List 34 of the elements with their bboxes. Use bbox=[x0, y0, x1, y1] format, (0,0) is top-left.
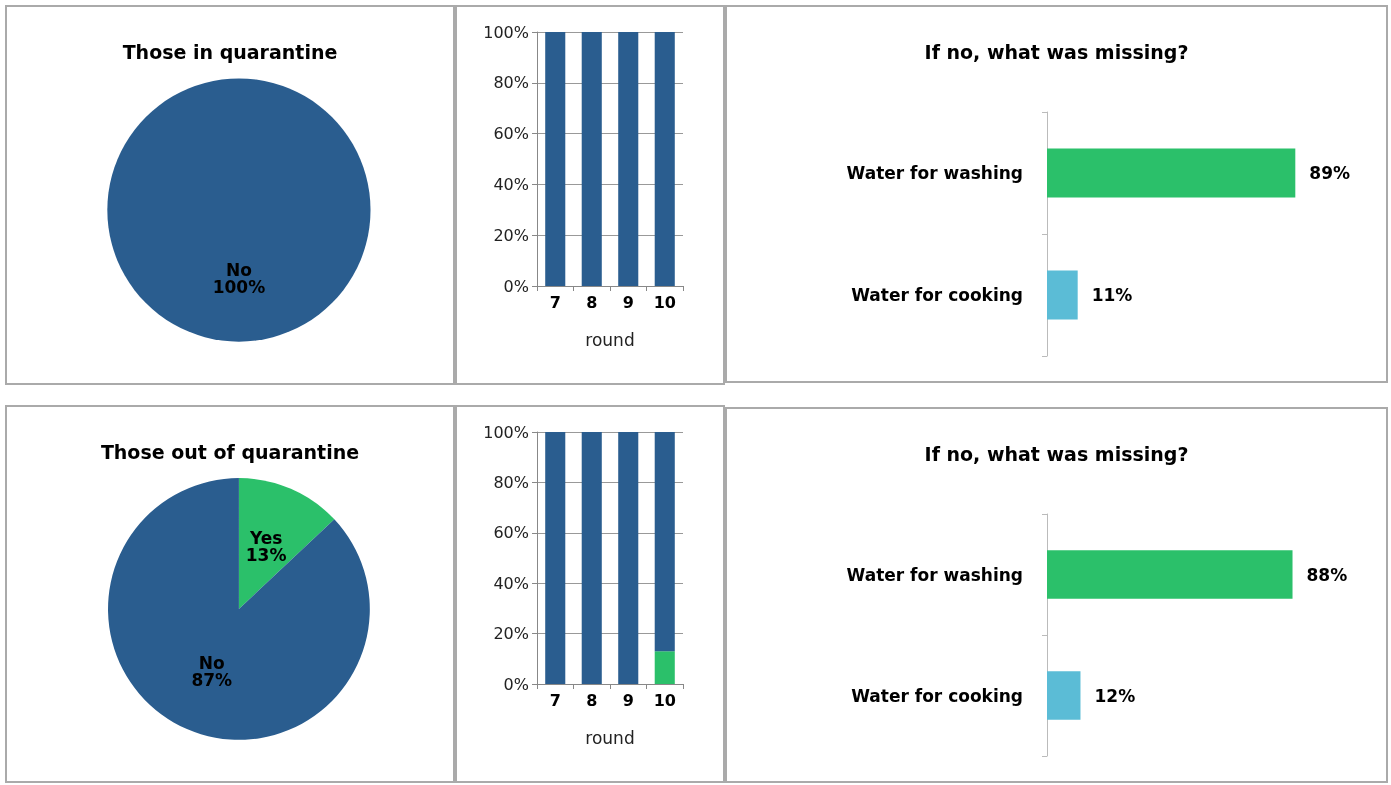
y-tick-label: 60% bbox=[493, 523, 529, 543]
chart-title: Those in quarantine bbox=[122, 40, 338, 63]
x-tick-label: 9 bbox=[622, 690, 634, 710]
y-tick-label: 40% bbox=[493, 573, 529, 593]
x-tick-label: 10 bbox=[653, 292, 676, 312]
y-tick-label: 40% bbox=[493, 174, 529, 194]
x-tick-label: 7 bbox=[549, 292, 561, 312]
y-tick-label: Water for cooking bbox=[851, 285, 1023, 305]
data-label: 89% bbox=[1309, 163, 1351, 183]
x-tick-label: 8 bbox=[586, 690, 598, 710]
y-tick-label: Water for cooking bbox=[851, 685, 1023, 706]
y-tick-label: 0% bbox=[503, 674, 529, 694]
y-tick-label: 20% bbox=[493, 624, 529, 644]
x-tick-label: 8 bbox=[586, 292, 598, 312]
x-axis-title: round bbox=[585, 329, 635, 350]
data-label: 12% bbox=[1094, 685, 1136, 706]
data-label: 88% bbox=[1306, 564, 1348, 585]
y-tick-label: 100% bbox=[483, 422, 529, 442]
x-tick-label: 9 bbox=[622, 292, 634, 312]
y-tick-label: Water for washing bbox=[846, 163, 1023, 183]
x-tick-label: 10 bbox=[653, 690, 676, 710]
data-label: 11% bbox=[1091, 285, 1133, 305]
y-tick-label: 0% bbox=[503, 276, 529, 296]
y-tick-label: 80% bbox=[493, 472, 529, 492]
y-tick-label: 60% bbox=[493, 124, 529, 144]
y-tick-label: Water for washing bbox=[846, 564, 1023, 585]
chart-title: Those out of quarantine bbox=[100, 440, 360, 463]
x-tick-label: 7 bbox=[549, 690, 561, 710]
y-tick-label: 100% bbox=[483, 22, 529, 42]
x-axis-title: round bbox=[585, 727, 635, 748]
y-tick-label: 80% bbox=[493, 73, 529, 93]
chart-title: If no, what was missing? bbox=[924, 442, 1189, 465]
y-tick-label: 20% bbox=[493, 225, 529, 245]
chart-title: If no, what was missing? bbox=[924, 40, 1189, 63]
